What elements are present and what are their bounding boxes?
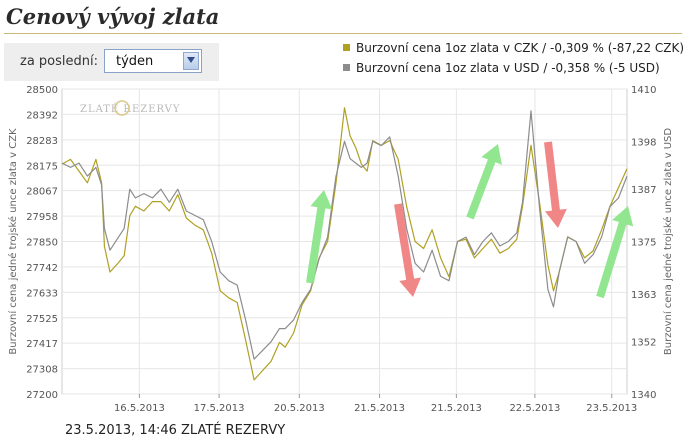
x-tick-label: 21.5.2013 xyxy=(354,403,405,414)
y-tick-label: 28283 xyxy=(26,136,58,147)
y-tick-label: 27308 xyxy=(26,365,58,376)
y-tick-label: 27417 xyxy=(26,339,58,350)
y2-tick-label: 1340 xyxy=(631,390,656,401)
legend-swatch-czk xyxy=(343,44,350,51)
legend-swatch-usd xyxy=(343,64,350,71)
title-divider xyxy=(4,33,682,34)
y-tick-label: 27633 xyxy=(26,288,58,299)
y-tick-label: 28392 xyxy=(26,110,58,121)
watermark-logo: ZLATÉ REZERVY xyxy=(80,100,181,116)
up-arrow-icon xyxy=(466,143,502,220)
watermark-emblem-icon xyxy=(114,100,130,116)
y2-tick-label: 1410 xyxy=(631,85,656,96)
chevron-down-icon[interactable] xyxy=(183,52,199,70)
period-label: za poslední: xyxy=(20,54,98,69)
chart-grid xyxy=(62,88,627,395)
down-arrow-icon xyxy=(544,141,567,228)
up-arrow-icon-shape xyxy=(306,189,333,284)
y-tick-label: 27958 xyxy=(26,212,58,223)
legend-label-usd: Burzovní cena 1oz zlata v USD / -0,358 %… xyxy=(356,61,660,75)
y-tick-label: 27525 xyxy=(26,314,58,325)
y-tick-label: 27200 xyxy=(26,390,58,401)
y2-tick-label: 1363 xyxy=(631,290,656,301)
legend-item-usd: Burzovní cena 1oz zlata v USD / -0,358 %… xyxy=(343,60,683,80)
x-tick-label: 16.5.2013 xyxy=(114,403,165,414)
series-line-czk xyxy=(61,107,628,381)
chart-axes: 28500 28392 28283 28175 28067 27958 27850 27742… xyxy=(7,85,674,414)
period-selector-panel: za poslední: týden xyxy=(4,43,219,81)
footer-timestamp: 23.5.2013, 14:46 ZLATÉ REZERVY xyxy=(65,423,286,438)
y2-tick-label: 1398 xyxy=(631,137,656,148)
up-arrow-icon-shape xyxy=(466,143,502,220)
trend-arrows xyxy=(306,141,634,299)
series-line-usd xyxy=(61,110,628,360)
y2-tick-label: 1387 xyxy=(631,185,656,196)
period-selected-value: týden xyxy=(116,54,154,69)
y2-tick-label: 1375 xyxy=(631,238,656,249)
y-tick-label: 28175 xyxy=(26,161,58,172)
y-axis-label: Burzovní cena jedné trojské unce zlata v… xyxy=(7,128,19,355)
down-arrow-icon-shape xyxy=(544,141,567,228)
down-arrow-icon xyxy=(394,203,421,297)
x-tick-label: 21.5.2013 xyxy=(431,403,482,414)
up-arrow-icon xyxy=(596,205,634,299)
x-tick-label: 17.5.2013 xyxy=(194,403,245,414)
y-tick-label: 28500 xyxy=(26,85,58,96)
x-tick-label: 20.5.2013 xyxy=(274,403,325,414)
y-tick-label: 27850 xyxy=(26,238,58,249)
x-tick-label: 23.5.2013 xyxy=(586,403,637,414)
legend-item-czk: Burzovní cena 1oz zlata v CZK / -0,309 %… xyxy=(343,40,683,60)
series-layer xyxy=(61,107,628,381)
watermark-text: ZLATÉ REZERVY xyxy=(80,103,181,115)
y-tick-label: 27742 xyxy=(26,263,58,274)
up-arrow-icon-shape xyxy=(596,205,634,299)
legend-label-czk: Burzovní cena 1oz zlata v CZK / -0,309 %… xyxy=(356,41,683,55)
y2-axis-label: Burzovní cena jedné trojské unce zlata v… xyxy=(662,128,674,355)
y2-tick-label: 1352 xyxy=(631,338,656,349)
page-title: Cenový vývoj zlata xyxy=(6,4,220,29)
up-arrow-icon xyxy=(306,189,333,284)
period-select[interactable]: týden xyxy=(104,49,202,73)
down-arrow-icon-shape xyxy=(394,203,421,297)
chart-legend: Burzovní cena 1oz zlata v CZK / -0,309 %… xyxy=(343,40,683,80)
y-tick-label: 28067 xyxy=(26,187,58,198)
x-tick-label: 22.5.2013 xyxy=(509,403,560,414)
